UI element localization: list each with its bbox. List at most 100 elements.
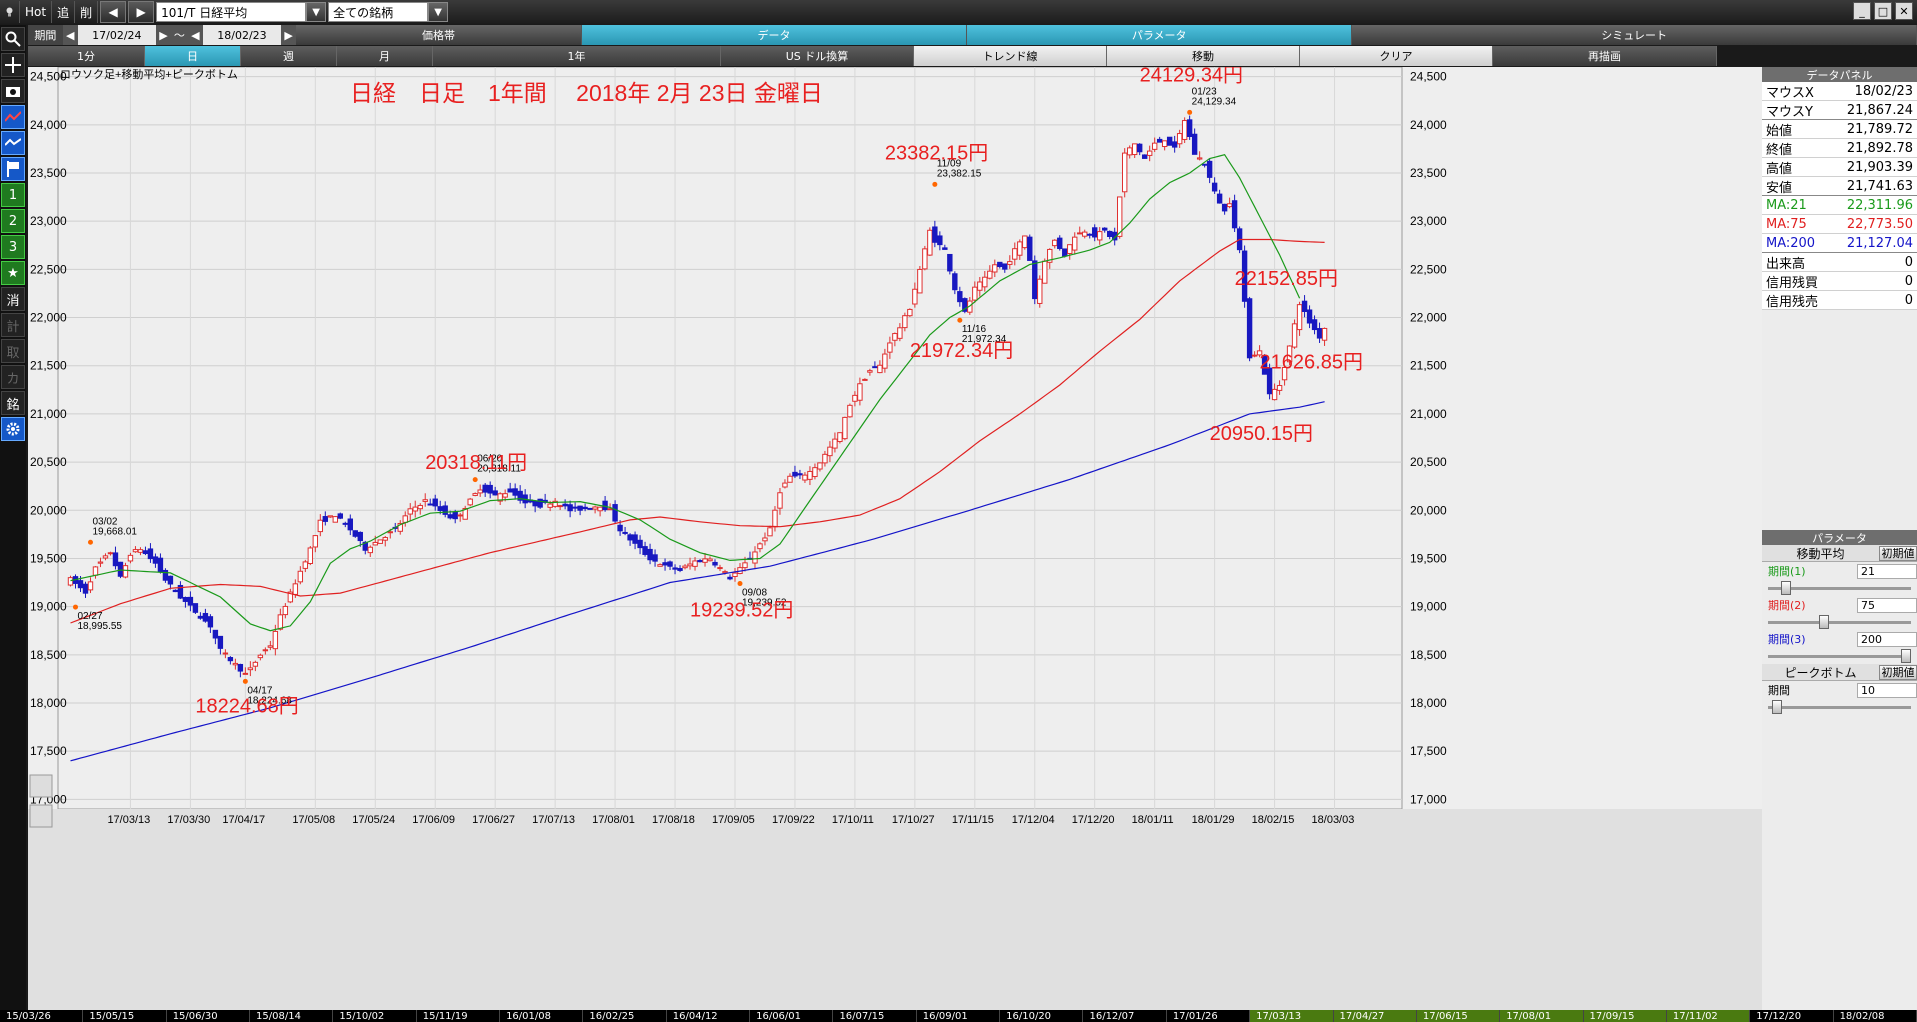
- next-symbol-button[interactable]: ▶: [128, 1, 155, 23]
- zoom-icon[interactable]: [1, 27, 25, 51]
- scale-icon: [29, 774, 53, 798]
- ma-param-input[interactable]: 75: [1857, 597, 1917, 613]
- bottom-date-cell[interactable]: 15/06/30: [167, 1010, 251, 1022]
- bottom-date-cell[interactable]: 17/08/01: [1500, 1010, 1584, 1022]
- universe-select[interactable]: 全ての銘柄: [328, 2, 429, 22]
- bottom-date-cell[interactable]: 16/12/07: [1083, 1010, 1167, 1022]
- maximize-icon[interactable]: □: [1874, 2, 1892, 20]
- period-from-input[interactable]: 17/02/24: [77, 25, 158, 45]
- bottom-date-cell[interactable]: 18/02/08: [1834, 1010, 1917, 1022]
- peak-date-label: 06/20: [477, 454, 502, 465]
- bottom-date-cell[interactable]: 16/01/08: [500, 1010, 584, 1022]
- interval-month[interactable]: 月: [337, 46, 433, 66]
- bottom-date-cell[interactable]: 17/03/13: [1250, 1010, 1334, 1022]
- candle-body: [197, 615, 204, 619]
- calc-button[interactable]: 計: [1, 313, 25, 337]
- candle-body: [717, 567, 723, 570]
- bottom-date-cell[interactable]: 17/06/15: [1416, 1010, 1501, 1022]
- symbol-dropdown-icon[interactable]: ▼: [306, 2, 327, 22]
- candle-body: [1301, 300, 1308, 312]
- bottom-date-cell[interactable]: 16/02/25: [583, 1010, 667, 1022]
- bottom-date-cell[interactable]: 17/12/20: [1750, 1010, 1834, 1022]
- bottom-date-cell[interactable]: 17/09/15: [1583, 1010, 1667, 1022]
- star-icon[interactable]: ★: [1, 261, 25, 285]
- clear-button[interactable]: クリア: [1300, 46, 1493, 66]
- candle-body: [817, 462, 823, 470]
- interval-1min[interactable]: 1分: [28, 46, 145, 66]
- pb-param-slider[interactable]: [1768, 699, 1911, 715]
- interval-week[interactable]: 週: [241, 46, 337, 66]
- interval-1year[interactable]: 1年: [433, 46, 721, 66]
- prev-symbol-button[interactable]: ◀: [100, 1, 127, 23]
- ma-param-slider[interactable]: [1768, 580, 1911, 596]
- bottom-date-cell[interactable]: 16/06/01: [750, 1010, 834, 1022]
- x-tick-label: 17/12/20: [1072, 814, 1115, 826]
- y-tick-label-left: 24,500: [30, 70, 67, 84]
- bottom-date-cell[interactable]: 15/11/19: [417, 1010, 501, 1022]
- ma-param-input[interactable]: 200: [1857, 631, 1917, 647]
- crosshair-icon[interactable]: [1, 53, 25, 77]
- period-to-next-icon[interactable]: ▶: [282, 25, 297, 45]
- interval-day[interactable]: 日: [145, 46, 241, 66]
- candle-body: [242, 672, 249, 675]
- period-to-input[interactable]: 18/02/23: [202, 25, 283, 45]
- tab-parameter[interactable]: パラメータ: [967, 25, 1353, 45]
- tab-data[interactable]: データ: [581, 25, 968, 45]
- bottom-date-cell[interactable]: 15/03/26: [0, 1010, 84, 1022]
- ma-param-slider[interactable]: [1768, 614, 1911, 630]
- redraw-button[interactable]: 再描画: [1493, 46, 1717, 66]
- usd-convert-button[interactable]: US ドル換算: [721, 46, 914, 66]
- ma-param-slider[interactable]: [1768, 648, 1911, 664]
- data-row-value: 21,789.72: [1846, 121, 1913, 137]
- ma-reset-button[interactable]: 初期値: [1879, 545, 1917, 561]
- bottom-date-strip[interactable]: 15/03/26 15/05/15 15/06/30 15/08/14 15/10/02…: [0, 1010, 1917, 1022]
- tab-price-band[interactable]: 価格帯: [296, 25, 582, 45]
- saku-button[interactable]: 削: [75, 1, 99, 23]
- minimize-icon[interactable]: _: [1853, 2, 1871, 20]
- take-button[interactable]: 取: [1, 339, 25, 363]
- candle-body: [322, 516, 329, 522]
- erase-button[interactable]: 消: [1, 287, 25, 311]
- bottom-date-cell[interactable]: 17/01/26: [1167, 1010, 1251, 1022]
- slot-3-button[interactable]: 3: [1, 235, 25, 259]
- lightbulb-icon[interactable]: [0, 1, 20, 23]
- period-from-prev-icon[interactable]: ◀: [63, 25, 78, 45]
- camera-icon[interactable]: [1, 79, 25, 103]
- chart-area[interactable]: 17,000 17,000 17,500 17,500 18,000 18,000 18,5…: [28, 67, 1762, 1017]
- flag-icon[interactable]: [1, 157, 25, 181]
- close-icon[interactable]: ✕: [1895, 2, 1913, 20]
- bottom-date-cell[interactable]: 16/07/15: [833, 1010, 917, 1022]
- indicator-icon[interactable]: [1, 131, 25, 155]
- move-button[interactable]: 移動: [1107, 46, 1300, 66]
- symbol-input[interactable]: 101/T 日経平均: [156, 2, 307, 22]
- symbol-button[interactable]: 銘: [1, 391, 25, 415]
- pb-param-input[interactable]: 10: [1857, 682, 1917, 698]
- bottom-date-cell[interactable]: 15/08/14: [250, 1010, 334, 1022]
- peak-callout-label: 18224.68円: [195, 696, 298, 718]
- period-from-next-icon[interactable]: ▶: [157, 25, 171, 45]
- slot-2-button[interactable]: 2: [1, 209, 25, 233]
- period-to-prev-icon[interactable]: ◀: [188, 25, 203, 45]
- slot-1-button[interactable]: 1: [1, 183, 25, 207]
- universe-dropdown-icon[interactable]: ▼: [428, 2, 449, 22]
- bottom-date-cell[interactable]: 16/09/01: [917, 1010, 1001, 1022]
- tab-simulate[interactable]: シミュレート: [1352, 25, 1917, 45]
- chart-type-icon[interactable]: [1, 105, 25, 129]
- candle-body: [872, 366, 878, 369]
- ma-param-input[interactable]: 21: [1857, 563, 1917, 579]
- peak-callout-label: 20318.11円: [425, 452, 527, 474]
- bottom-date-cell[interactable]: 15/05/15: [83, 1010, 167, 1022]
- bottom-date-cell[interactable]: 17/04/27: [1333, 1010, 1417, 1022]
- settings-gear-icon[interactable]: [1, 417, 25, 441]
- bottom-date-cell[interactable]: 15/10/02: [333, 1010, 417, 1022]
- bottom-date-cell[interactable]: 16/04/12: [667, 1010, 751, 1022]
- pb-reset-button[interactable]: 初期値: [1879, 664, 1917, 680]
- trendline-button[interactable]: トレンド線: [914, 46, 1107, 66]
- ka-button[interactable]: カ: [1, 365, 25, 389]
- candle-body: [937, 235, 943, 246]
- bottom-date-cell[interactable]: 17/11/02: [1666, 1010, 1751, 1022]
- bottom-date-cell[interactable]: 16/10/20: [1000, 1010, 1084, 1022]
- hot-button[interactable]: Hot: [20, 1, 53, 23]
- tsui-button[interactable]: 追: [52, 1, 76, 23]
